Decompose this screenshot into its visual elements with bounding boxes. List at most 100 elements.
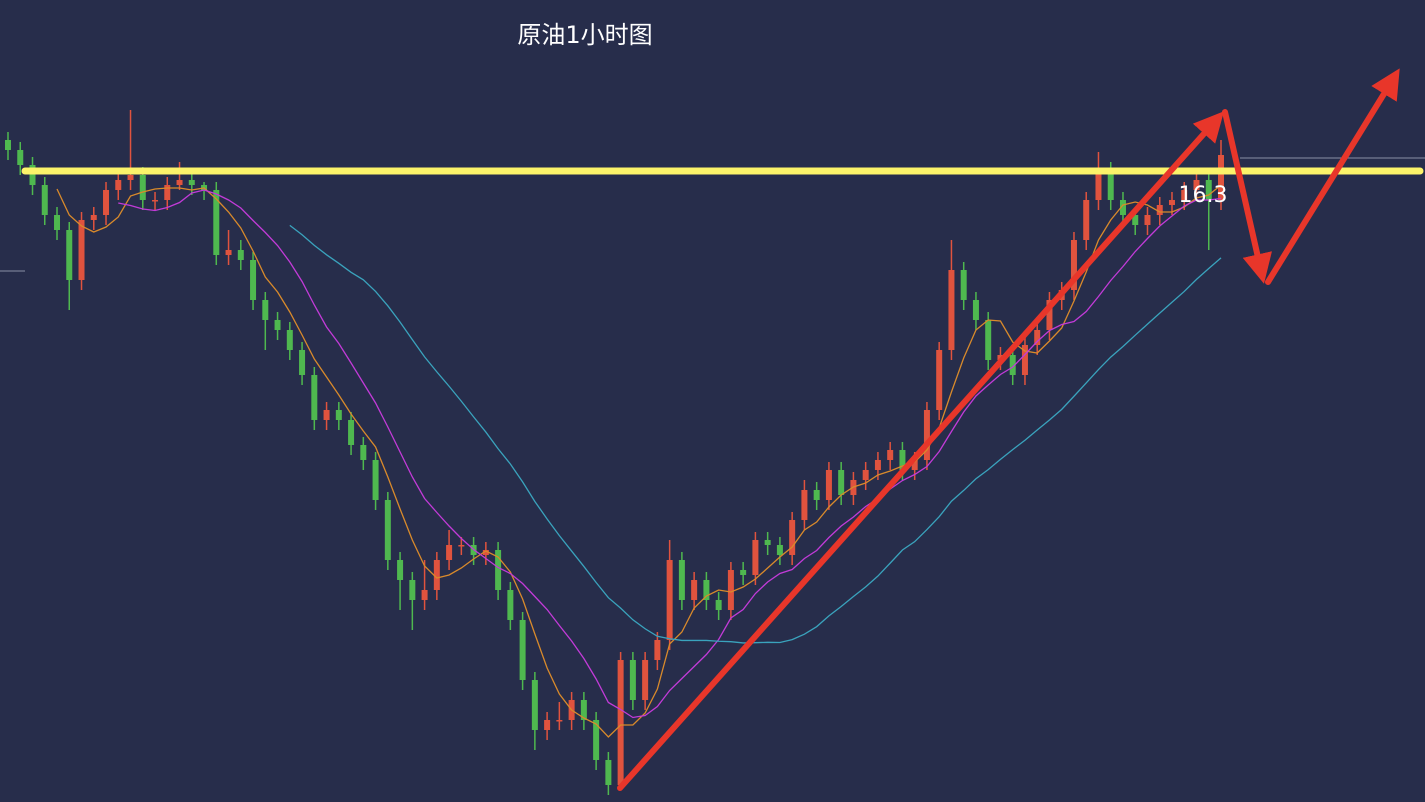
candle-body (727, 570, 734, 610)
candle-body (213, 190, 220, 255)
candle-body (813, 490, 820, 500)
chart-title: 原油1小时图 (517, 21, 652, 49)
candle-body (1132, 215, 1139, 225)
candle-body (1034, 330, 1041, 345)
candle-body (54, 215, 61, 230)
candle-body (691, 580, 698, 600)
candle-body (237, 250, 244, 260)
candle-body (409, 580, 416, 600)
candle-body (654, 640, 661, 660)
candle-body (41, 185, 48, 215)
candle-body (887, 450, 894, 460)
candle-body (899, 450, 906, 470)
candle-body (1095, 170, 1102, 200)
level-group: 16.3 (21, 167, 1424, 208)
candle-body (972, 300, 979, 320)
candle-body (127, 175, 134, 180)
candle-body (5, 140, 11, 150)
candle-body (1009, 355, 1016, 375)
candle-body (617, 660, 624, 785)
candle-body (360, 445, 367, 460)
candle-body (776, 545, 783, 555)
candle-body (544, 720, 551, 730)
arrow (1222, 109, 1272, 284)
candle-body (323, 410, 330, 420)
candle-body (1070, 240, 1077, 290)
candle-body (311, 375, 318, 420)
candle-body (629, 660, 636, 700)
candle-body (936, 350, 943, 410)
candle-body (176, 180, 183, 185)
candle-body (299, 350, 306, 375)
candle-body (862, 470, 869, 480)
candle-body (1218, 155, 1224, 200)
candle-body (421, 590, 428, 600)
candle-body (874, 460, 881, 470)
candle-body (1168, 200, 1175, 205)
candle-body (1083, 200, 1090, 240)
candle-body (29, 165, 36, 185)
candle-body (1119, 200, 1126, 215)
candle-body (458, 545, 465, 547)
candle-body (642, 660, 649, 700)
moving-average (56, 184, 1222, 738)
candle-body (103, 190, 110, 215)
candle-body (115, 180, 122, 190)
candle-body (482, 550, 489, 555)
level-label: 16.3 (1179, 183, 1228, 208)
candle-body (433, 560, 440, 590)
candle-body (495, 550, 502, 590)
candle-body (911, 460, 918, 470)
candle-body (1193, 180, 1200, 190)
candles (5, 110, 1224, 795)
candle-body (188, 180, 195, 185)
candle-body (78, 220, 85, 280)
candle-body (593, 720, 600, 760)
candle-body (764, 540, 771, 545)
candle-body (825, 470, 832, 500)
candle-body (397, 560, 404, 580)
candle-body (1107, 170, 1114, 200)
candle-body (556, 720, 563, 722)
candle-body (605, 760, 612, 785)
candle-body (225, 250, 232, 255)
candle-body (90, 215, 97, 220)
candle-body (715, 600, 722, 610)
candle-body (139, 175, 146, 200)
candle-body (446, 545, 453, 560)
candle-body (348, 420, 355, 445)
candle-body (519, 620, 526, 680)
candle-body (740, 570, 747, 575)
candle-body (1205, 180, 1212, 200)
candle-body (66, 230, 73, 280)
candle-body (384, 500, 391, 560)
candle-body (1021, 345, 1028, 375)
candle-body (1181, 190, 1188, 200)
candle-body (250, 260, 257, 300)
candle-body (17, 150, 24, 165)
candle-body (1046, 300, 1053, 330)
moving-average (118, 189, 1222, 719)
candle-body (789, 520, 796, 555)
arrows (617, 68, 1400, 791)
moving-averages (56, 184, 1222, 738)
candle-body (580, 700, 587, 720)
candle-body (286, 330, 293, 350)
candle-body (152, 200, 159, 202)
candle-body (960, 270, 967, 300)
candle-body (703, 580, 710, 600)
candle-body (752, 540, 759, 575)
candle-body (531, 680, 538, 730)
moving-average (289, 224, 1222, 644)
candle-body (666, 560, 673, 640)
candle-body (372, 460, 379, 500)
candle-body (262, 300, 269, 320)
candle-body (923, 410, 930, 460)
candle-body (678, 560, 685, 600)
arrow (617, 111, 1224, 791)
candle-body (335, 410, 342, 420)
candle-body (164, 185, 171, 200)
candle-body (801, 490, 808, 520)
